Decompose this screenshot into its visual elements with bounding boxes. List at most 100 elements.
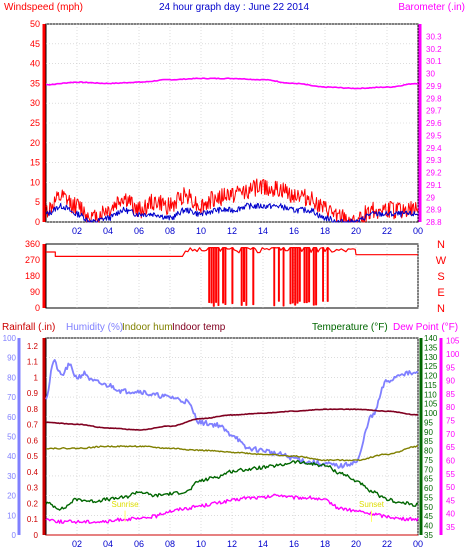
barometer-tick-label: 30.3 [426,32,442,41]
dewpoint-tick-label: 50 [446,483,455,492]
temperature-tick-label: 50 [424,503,433,512]
temperature-tick-label: 140 [424,334,438,343]
humidity-tick-label: 80 [7,373,16,382]
rain-tick-label: 0.6 [27,436,39,445]
dewpoint-tick-label: 85 [446,390,455,399]
time-tick-label: 04 [103,539,113,549]
barometer-tick-label: 30.2 [426,45,442,54]
temperature-tick-label: 80 [424,447,433,456]
dewpoint-tick-label: 105 [446,337,460,346]
wind-tick-label: 40 [30,59,40,69]
barometer-tick-label: 29.3 [426,156,442,165]
temperature-tick-label: 100 [424,409,438,418]
humidity-line [45,358,419,469]
time-tick-label: 14 [258,226,268,236]
temperature-tick-label: 130 [424,353,438,362]
dewpoint-tick-label: 40 [446,510,455,519]
barometer-axis-title: Barometer (.in) [398,2,465,13]
direction-tick-label: 180 [25,271,40,281]
compass-label: N [437,303,445,315]
temperature-tick-label: 75 [424,456,433,465]
barometer-tick-label: 28.9 [426,206,442,215]
wind-tick-label: 10 [30,177,40,187]
temperature-tick-label: 95 [424,418,433,427]
time-tick-label: 22 [382,539,392,549]
wind-tick-label: 20 [30,138,40,148]
temperature-tick-label: 70 [424,465,433,474]
wind_avg-line [45,202,419,223]
dewpoint-tick-label: 35 [446,523,455,532]
time-tick-label: 08 [165,539,175,549]
dewpoint-tick-label: 75 [446,417,455,426]
rain-tick-label: 0.2 [27,499,39,508]
barometer-tick-label: 29.4 [426,144,442,153]
rain-tick-label: 1 [34,373,39,382]
humidity-tick-label: 60 [7,413,16,422]
barometer-tick-label: 29.6 [426,119,442,128]
direction-tick-label: 0 [35,303,40,313]
time-tick-label: 18 [320,226,330,236]
time-tick-label: 04 [103,226,113,236]
time-tick-label: 00 [413,226,423,236]
time-tick-label: 08 [165,226,175,236]
barometer-line [46,77,419,90]
time-tick-label: 12 [227,226,237,236]
humidity-tick-label: 10 [7,511,16,520]
wind-tick-label: 15 [30,158,40,168]
dewpoint-tick-label: 80 [446,403,455,412]
temperature-tick-label: 120 [424,372,438,381]
dewpoint-tick-label: 60 [446,456,455,465]
temperature-tick-label: 40 [424,522,433,531]
dewpoint-tick-label: 90 [446,377,455,386]
compass-label: N [437,239,445,251]
temperature-tick-label: 35 [424,531,433,540]
temperature-tick-label: 105 [424,400,438,409]
indoor_temp-line [45,408,419,431]
wind-tick-label: 50 [30,19,40,29]
dewpoint-tick-label: 100 [446,350,460,359]
temperature-tick-label: 85 [424,437,433,446]
windspeed-axis-title: Windspeed (mph) [4,2,83,13]
barometer-tick-label: 29.5 [426,131,442,140]
time-tick-label: 20 [351,539,361,549]
compass-label: E [437,287,444,299]
rain-tick-label: 0.3 [27,484,39,493]
legend-entry: Humidity (%) [66,322,123,333]
compass-label: W [436,255,447,267]
temperature-tick-label: 135 [424,343,438,352]
dewpoint-tick-label: 65 [446,443,455,452]
time-tick-label: 12 [227,539,237,549]
legend-entry: Rainfall (.in) [2,322,55,333]
time-tick-label: 14 [258,539,268,549]
time-tick-label: 06 [134,226,144,236]
barometer-tick-label: 30 [426,70,435,79]
direction-tick-label: 270 [25,255,40,265]
rain-tick-label: 0 [34,531,39,540]
barometer-tick-label: 29.7 [426,107,442,116]
dewpoint-tick-label: 95 [446,363,455,372]
dewpoint-tick-label: 45 [446,496,455,505]
temperature-tick-label: 55 [424,493,433,502]
time-tick-label: 16 [289,539,299,549]
compass-label: S [437,271,444,283]
time-tick-label: 02 [72,539,82,549]
rain-tick-label: 0.7 [27,421,39,430]
rain-tick-label: 0.4 [27,468,39,477]
rain-tick-label: 1.1 [27,358,39,367]
dew_point-line [45,493,419,524]
rain-tick-label: 0.9 [27,389,39,398]
wind-tick-label: 45 [30,39,40,49]
time-tick-label: 06 [134,539,144,549]
barometer-tick-label: 29.1 [426,181,442,190]
temperature-tick-label: 125 [424,362,438,371]
legend-entry: Temperature (°F) [312,322,388,333]
wind-tick-label: 0 [35,217,40,227]
time-tick-label: 18 [320,539,330,549]
legend-entry: Indoor temp [172,322,226,333]
humidity-tick-label: 90 [7,354,16,363]
barometer-tick-label: 29.8 [426,94,442,103]
temperature-tick-label: 60 [424,484,433,493]
barometer-tick-label: 29 [426,193,435,202]
humidity-tick-label: 30 [7,472,16,481]
barometer-tick-label: 29.9 [426,82,442,91]
